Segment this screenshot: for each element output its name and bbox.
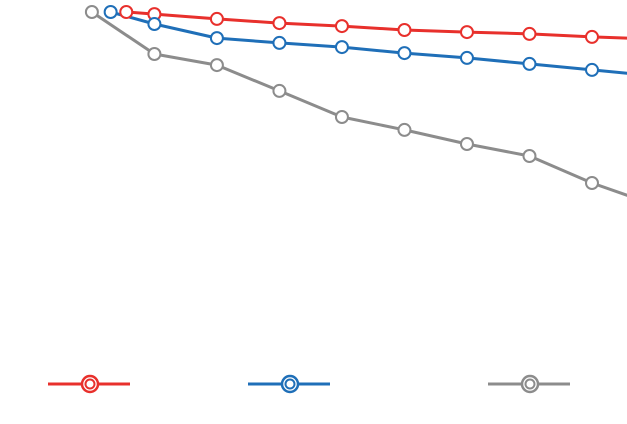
point-marker: [584, 29, 599, 44]
point-marker: [334, 19, 349, 34]
point-marker: [459, 137, 474, 151]
legend-item: [488, 374, 570, 394]
point-marker: [334, 110, 349, 124]
point-marker: [147, 47, 162, 61]
point-marker: [397, 46, 412, 61]
point-marker: [272, 16, 287, 31]
series-line: [110, 10, 627, 75]
point-marker: [522, 56, 537, 71]
point-marker: [209, 11, 224, 26]
legend-marker-inner: [284, 378, 296, 390]
point-marker: [209, 58, 224, 73]
point-marker: [147, 17, 162, 31]
series-line: [91, 10, 627, 197]
point-marker: [397, 122, 412, 137]
point-marker: [84, 5, 99, 19]
point-marker: [272, 83, 287, 98]
point-marker: [272, 35, 287, 50]
point-marker: [397, 23, 412, 37]
point-marker: [522, 149, 537, 163]
point-marker: [103, 5, 118, 19]
legend-item: [48, 374, 130, 394]
point-marker: [334, 40, 349, 55]
point-marker: [119, 5, 134, 19]
point-marker: [584, 176, 599, 190]
legend-marker-inner: [84, 378, 96, 390]
point-marker: [209, 31, 224, 46]
legend-item: [248, 374, 330, 394]
point-marker: [522, 26, 537, 41]
point-marker: [584, 62, 599, 77]
point-marker: [459, 50, 474, 65]
point-marker: [459, 25, 474, 40]
series-line: [126, 10, 627, 40]
legend-marker-inner: [524, 378, 536, 390]
